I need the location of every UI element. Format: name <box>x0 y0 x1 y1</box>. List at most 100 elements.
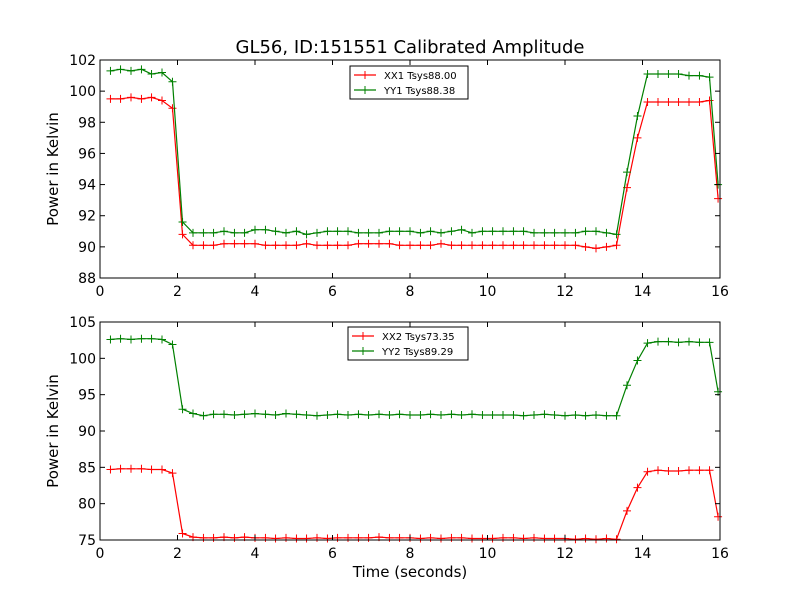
data-point <box>623 168 631 177</box>
data-point <box>168 104 177 113</box>
data-point <box>499 411 507 420</box>
x-tick-label: 14 <box>634 284 652 300</box>
data-point <box>178 405 187 414</box>
legend: XX2 Tsys73.35 YY2 Tsys89.29 <box>347 326 469 361</box>
data-point <box>333 410 342 419</box>
data-point <box>323 534 332 543</box>
chart-title: GL56, ID:151551 Calibrated Amplitude <box>236 37 585 58</box>
data-point <box>158 335 166 344</box>
data-point <box>519 534 528 543</box>
data-point <box>664 337 673 346</box>
data-point <box>519 227 528 236</box>
data-point <box>106 66 115 75</box>
data-point <box>592 227 600 236</box>
data-point <box>561 241 569 250</box>
data-point <box>220 410 228 419</box>
data-point <box>437 534 445 543</box>
data-point <box>230 533 239 542</box>
data-point <box>302 239 311 248</box>
data-point <box>127 464 135 473</box>
data-point <box>230 411 239 420</box>
data-point <box>375 239 383 248</box>
data-point <box>561 228 569 237</box>
data-point <box>271 227 280 236</box>
data-point <box>406 227 414 236</box>
data-point <box>106 335 115 344</box>
data-point <box>426 227 435 236</box>
data-point <box>581 227 590 236</box>
x-tick-label: 2 <box>173 546 182 562</box>
data-point <box>623 506 631 515</box>
data-point <box>530 241 538 250</box>
data-point <box>457 241 466 250</box>
data-point <box>571 241 580 250</box>
data-point <box>127 66 135 75</box>
data-point <box>550 534 559 543</box>
data-point <box>323 227 332 236</box>
data-point <box>137 334 146 343</box>
data-point <box>633 112 642 121</box>
data-point <box>220 227 228 236</box>
data-point <box>178 529 187 538</box>
data-point <box>199 228 208 237</box>
data-point <box>251 225 259 234</box>
legend-box <box>349 65 469 100</box>
data-point <box>313 411 321 420</box>
x-tick-label: 4 <box>251 546 260 562</box>
data-point <box>468 534 476 543</box>
data-point <box>416 241 425 250</box>
data-point <box>261 225 270 234</box>
data-point <box>478 411 487 420</box>
data-point <box>478 241 487 250</box>
data-point <box>364 411 373 420</box>
data-point <box>147 465 156 474</box>
x-tick-label: 8 <box>406 284 415 300</box>
data-point <box>509 241 518 250</box>
series-line-2-1 <box>110 468 719 540</box>
data-point <box>612 535 621 544</box>
data-point <box>499 241 507 250</box>
data-point <box>623 381 631 390</box>
data-point <box>530 228 538 237</box>
data-point <box>147 334 156 343</box>
data-point <box>137 65 146 74</box>
data-point <box>127 93 135 102</box>
data-point <box>271 241 280 250</box>
data-point <box>664 70 673 79</box>
data-point <box>592 411 600 420</box>
legend-marker <box>359 332 367 340</box>
data-point <box>468 228 476 237</box>
data-point <box>189 241 197 250</box>
data-point <box>447 227 456 236</box>
data-point <box>199 411 208 420</box>
data-point <box>447 533 456 542</box>
data-point <box>468 241 476 250</box>
data-point <box>592 244 600 253</box>
data-point <box>654 70 662 79</box>
data-point <box>178 217 187 226</box>
data-point <box>364 228 373 237</box>
data-point <box>499 533 507 542</box>
data-point <box>385 239 394 248</box>
data-point <box>643 467 652 476</box>
data-point <box>509 411 518 420</box>
data-point <box>468 410 476 419</box>
x-tick-label: 6 <box>328 284 337 300</box>
x-tick-label: 12 <box>556 284 574 300</box>
data-point <box>333 241 342 250</box>
data-point <box>354 410 363 419</box>
x-axis-label: Time (seconds) <box>352 563 468 581</box>
legend-entry: XX2 Tsys73.35 <box>382 332 455 343</box>
data-point <box>385 411 394 420</box>
data-point <box>209 410 218 419</box>
data-point <box>158 465 166 474</box>
data-point <box>457 225 466 234</box>
data-point <box>478 534 487 543</box>
data-point <box>158 68 166 77</box>
data-point <box>714 512 723 521</box>
data-point <box>633 133 642 142</box>
data-point <box>633 356 642 365</box>
data-point <box>292 534 301 543</box>
data-point <box>633 483 642 492</box>
data-point <box>168 340 177 349</box>
